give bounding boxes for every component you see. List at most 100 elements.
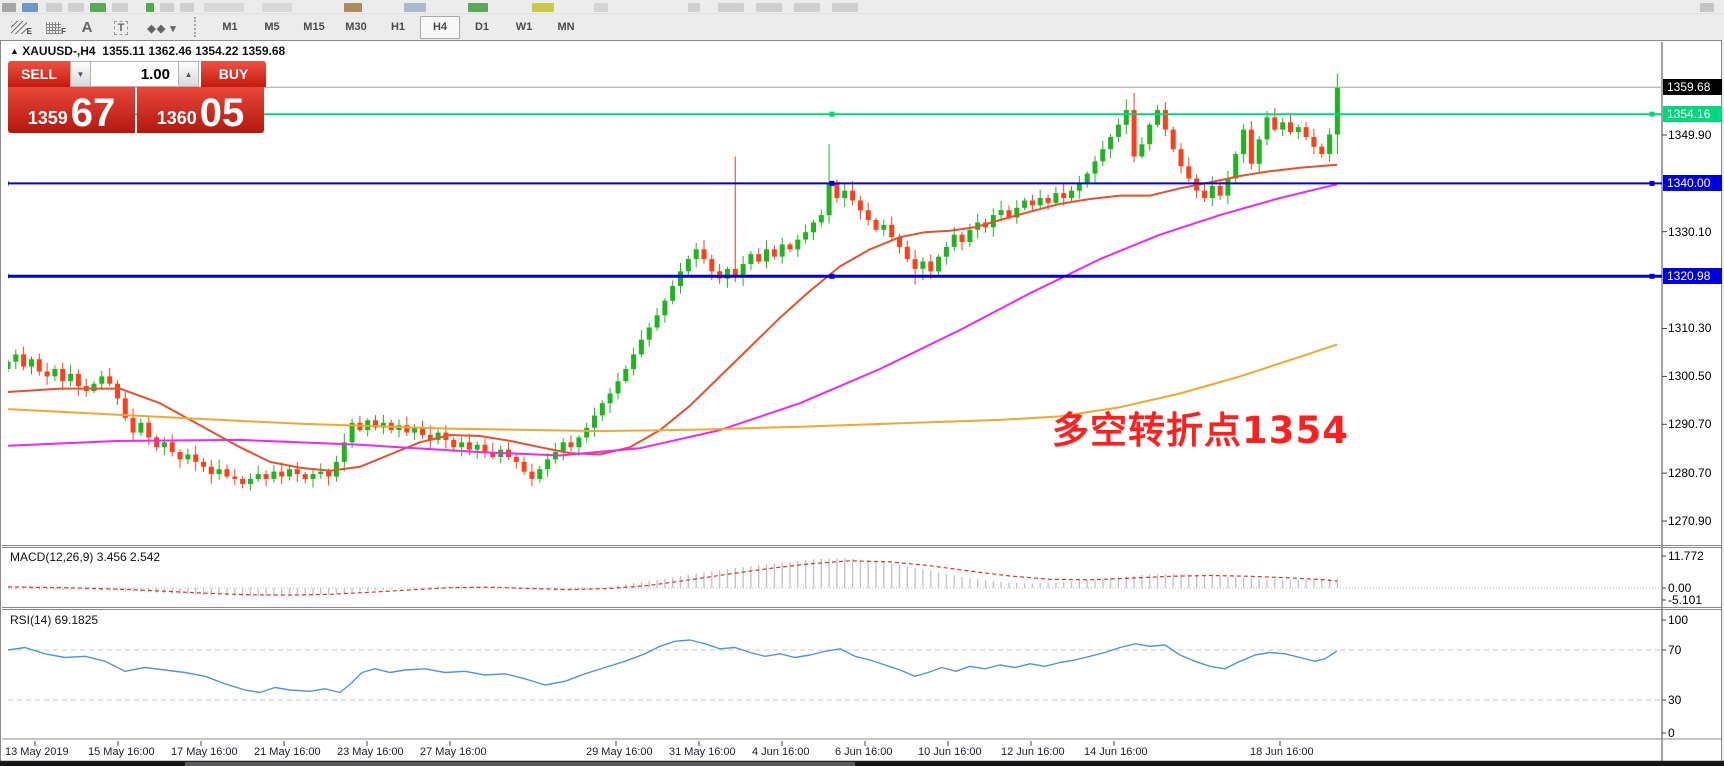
macd-axis-label: 11.772 bbox=[1668, 549, 1704, 563]
rsi-axis-label: 100 bbox=[1668, 613, 1689, 627]
time-axis-label[interactable]: 13 May 2019 bbox=[5, 746, 69, 758]
bottom-strip-segment[interactable] bbox=[185, 762, 855, 766]
toolbar-icon-partial[interactable] bbox=[756, 3, 782, 12]
toolbar-icon-partial[interactable] bbox=[718, 3, 744, 12]
toolbar-row: E F A T ◆◆ ▾ M1 M5 M15 M30 H1 H4 D1 W1 MN bbox=[0, 14, 1724, 40]
ohlc-close: 1359.68 bbox=[241, 44, 286, 58]
toolbar-icon-partial[interactable] bbox=[204, 3, 244, 12]
price-axis-label: 1330.10 bbox=[1668, 224, 1712, 239]
rsi-axis-label: 30 bbox=[1668, 693, 1682, 707]
toolbar-row-partial bbox=[0, 0, 1724, 14]
sell-price-stem: 1359 bbox=[27, 108, 68, 128]
label-tool-icon[interactable]: T bbox=[106, 16, 136, 38]
buy-price-button[interactable]: 1360 05 bbox=[137, 87, 264, 133]
time-axis-label[interactable]: 10 Jun 16:00 bbox=[918, 746, 982, 758]
tf-button-M15[interactable]: M15 bbox=[303, 21, 325, 33]
time-axis-label[interactable]: 21 May 16:00 bbox=[254, 746, 321, 758]
volume-decrease-button[interactable]: ▼ bbox=[70, 61, 91, 87]
time-axis-label[interactable]: 29 May 16:00 bbox=[586, 746, 653, 758]
arrows-tool-glyph: ◆◆ ▾ bbox=[147, 23, 177, 35]
time-axis-label[interactable]: 27 May 16:00 bbox=[420, 746, 487, 758]
tf-button-H1[interactable]: H1 bbox=[390, 21, 406, 33]
ohlc-open: 1355.11 bbox=[102, 44, 145, 58]
time-axis-label[interactable]: 4 Jun 16:00 bbox=[752, 746, 810, 758]
time-axis-label[interactable]: 31 May 16:00 bbox=[669, 746, 736, 758]
price-axis-badge: 1340.00 bbox=[1663, 175, 1722, 192]
toolbar-icon-partial[interactable] bbox=[344, 3, 362, 12]
channel-tool-glyph bbox=[11, 21, 27, 34]
fibonacci-tool-sub: F bbox=[61, 27, 66, 36]
chart-window bbox=[0, 40, 1722, 764]
toolbar-icon-partial[interactable] bbox=[404, 3, 426, 12]
tf-button-M30[interactable]: M30 bbox=[345, 21, 367, 33]
toolbar-icon-partial[interactable] bbox=[832, 3, 858, 12]
toolbar-icon-partial[interactable] bbox=[794, 3, 820, 12]
ohlc-high: 1362.46 bbox=[148, 44, 192, 58]
volume-increase-button[interactable]: ▲ bbox=[178, 61, 199, 87]
toolbar-icon-partial[interactable] bbox=[1700, 3, 1714, 12]
tf-button-M5[interactable]: M5 bbox=[264, 21, 280, 33]
toolbar-icon-partial[interactable] bbox=[68, 3, 84, 12]
toolbar-icon-partial[interactable] bbox=[160, 3, 174, 12]
price-axis-label: 1280.70 bbox=[1668, 466, 1712, 481]
fibonacci-tool-icon[interactable]: F bbox=[38, 16, 68, 38]
tf-button-MN[interactable]: MN bbox=[557, 21, 575, 33]
time-axis-label[interactable]: 18 Jun 16:00 bbox=[1250, 746, 1314, 758]
channel-tool-icon[interactable]: E bbox=[4, 16, 34, 38]
toolbar-grip[interactable] bbox=[194, 17, 201, 37]
tf-button-W1[interactable]: W1 bbox=[515, 21, 533, 33]
rsi-label: RSI(14) 69.1825 bbox=[10, 613, 99, 627]
one-click-trading-panel: SELL ▼ 1.00 ▲ BUY 1359 67 1360 05 bbox=[8, 61, 266, 133]
toolbar-icon-partial[interactable] bbox=[2, 3, 16, 12]
buy-price-stem: 1360 bbox=[156, 108, 197, 128]
price-axis-label: 1300.50 bbox=[1668, 369, 1712, 384]
toolbar-icon-partial[interactable] bbox=[90, 3, 106, 12]
time-axis-label[interactable]: 15 May 16:00 bbox=[88, 746, 155, 758]
sell-price-pips: 67 bbox=[70, 91, 116, 135]
rsi-axis-label: 70 bbox=[1668, 643, 1682, 657]
time-axis-label[interactable]: 23 May 16:00 bbox=[337, 746, 404, 758]
macd-axis-label: -5.101 bbox=[1668, 593, 1703, 607]
toolbar-icon-partial[interactable] bbox=[46, 3, 62, 12]
symbol-label: XAUUSD-,H4 bbox=[22, 44, 96, 58]
toolbar-icon-partial[interactable] bbox=[594, 3, 608, 12]
toolbar-icon-partial[interactable] bbox=[146, 3, 154, 12]
fibonacci-tool-glyph bbox=[45, 22, 61, 34]
rsi-axis-label: 0 bbox=[1668, 726, 1675, 740]
price-axis-badge: 1320.98 bbox=[1663, 268, 1722, 285]
price-axis-label: 1349.90 bbox=[1668, 128, 1712, 142]
collapse-arrow-icon[interactable]: ▲ bbox=[10, 46, 19, 56]
toolbar-icon-partial[interactable] bbox=[262, 3, 292, 12]
toolbar-icon-partial[interactable] bbox=[112, 3, 128, 12]
time-axis-label[interactable]: 6 Jun 16:00 bbox=[835, 746, 893, 758]
time-axis-label[interactable]: 12 Jun 16:00 bbox=[1001, 746, 1065, 758]
tf-button-H4[interactable]: H4 bbox=[420, 15, 460, 39]
tf-button-D1[interactable]: D1 bbox=[474, 21, 490, 33]
label-tool-glyph: T bbox=[113, 21, 129, 35]
toolbar-icon-partial[interactable] bbox=[22, 3, 38, 12]
toolbar-icon-partial[interactable] bbox=[688, 3, 700, 12]
volume-input[interactable]: 1.00 bbox=[91, 61, 178, 87]
sell-button[interactable]: SELL bbox=[8, 61, 70, 87]
toolbar-icon-partial[interactable] bbox=[532, 3, 554, 12]
channel-tool-sub: E bbox=[26, 27, 32, 36]
tf-button-M1[interactable]: M1 bbox=[222, 21, 238, 33]
text-tool-icon[interactable]: A bbox=[72, 16, 102, 38]
time-axis-label[interactable]: 17 May 16:00 bbox=[171, 746, 238, 758]
price-axis-label: 1270.90 bbox=[1668, 513, 1712, 528]
price-axis-badge: 1359.68 bbox=[1663, 79, 1722, 96]
sell-price-button[interactable]: 1359 67 bbox=[8, 87, 135, 133]
chart-title: ▲ XAUUSD-,H4 1355.11 1362.46 1354.22 135… bbox=[10, 44, 285, 58]
toolbar-icon-partial[interactable] bbox=[468, 3, 488, 12]
price-axis-label: 1290.70 bbox=[1668, 417, 1712, 432]
buy-button[interactable]: BUY bbox=[201, 61, 266, 87]
time-axis-label[interactable]: 14 Jun 16:00 bbox=[1084, 746, 1148, 758]
text-tool-glyph: A bbox=[81, 19, 93, 36]
arrows-tool-icon[interactable]: ◆◆ ▾ bbox=[140, 16, 184, 38]
annotation-text: 多空转折点1354 bbox=[1052, 409, 1349, 452]
macd-label: MACD(12,26,9) 3.456 2.542 bbox=[10, 550, 161, 564]
bottom-strip bbox=[0, 762, 1724, 766]
buy-price-pips: 05 bbox=[199, 91, 245, 135]
toolbar-icon-partial[interactable] bbox=[180, 3, 194, 12]
price-axis-badge: 1354.16 bbox=[1663, 106, 1722, 123]
